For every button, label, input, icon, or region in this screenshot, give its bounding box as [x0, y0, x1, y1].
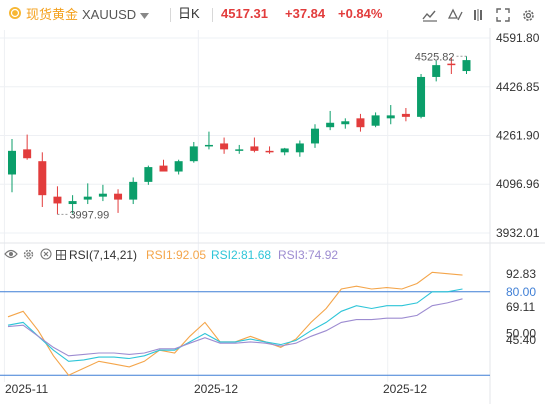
- chevron-down-icon: [140, 7, 150, 23]
- candle-body: [83, 196, 92, 200]
- rsi-line-rsi2: [7, 288, 463, 362]
- time-tick-label: 2025-11: [5, 382, 48, 396]
- rsi-tick-label: 92.83: [506, 267, 536, 281]
- candle-body: [144, 167, 153, 182]
- candlestick-series: 4525.82 3997.99: [8, 51, 471, 221]
- candle-body: [356, 118, 365, 128]
- price-axis: 4591.80 4426.85 4261.90 4096.96 3932.01: [496, 31, 540, 240]
- candle-body: [68, 201, 77, 205]
- candle-body: [265, 150, 274, 153]
- eye-icon[interactable]: [4, 248, 18, 263]
- gold-coin-icon: [8, 6, 22, 24]
- candle-body: [401, 113, 410, 117]
- undo-icon[interactable]: [444, 5, 466, 25]
- low-label: 3997.99: [69, 209, 109, 221]
- candle-body: [432, 65, 441, 77]
- brush-icon[interactable]: [419, 5, 441, 25]
- price-tick-label: 3932.01: [496, 226, 540, 240]
- settings-icon[interactable]: [22, 248, 35, 264]
- candle-body: [341, 121, 350, 125]
- indicator-name[interactable]: RSI(7,14,21): [56, 248, 137, 263]
- candle-body: [114, 193, 123, 200]
- rsi3-legend: RSI3:74.92: [278, 248, 339, 262]
- candle-body: [447, 63, 456, 66]
- price-tick-label: 4591.80: [496, 31, 540, 45]
- candle-body: [235, 149, 244, 151]
- candle-body: [8, 150, 16, 175]
- candle-body: [159, 165, 168, 172]
- fullscreen-icon[interactable]: [492, 5, 514, 25]
- pin-icon[interactable]: [467, 5, 489, 25]
- grid-icon: [56, 249, 66, 263]
- close-icon[interactable]: [40, 248, 52, 263]
- candle-body: [417, 76, 426, 117]
- candle-body: [204, 144, 213, 147]
- divider: [170, 8, 171, 22]
- price-tick-label: 4261.90: [496, 129, 540, 143]
- rsi-line-rsi1: [7, 271, 463, 376]
- rsi2-legend: RSI2:81.68: [211, 248, 272, 262]
- rsi-ref-label-bg: [494, 284, 542, 299]
- rsi-tick-label: 50.00: [506, 327, 536, 341]
- period-selector[interactable]: 日K: [178, 6, 200, 21]
- candle-body: [53, 196, 62, 204]
- rsi-tick-label: 45.40: [506, 333, 536, 347]
- rsi-tick-label: 80.00: [506, 285, 536, 299]
- time-axis: 2025-11 2025-12 2025-12: [5, 382, 427, 396]
- candle-body: [386, 115, 395, 119]
- symbol-name: 现货黄金: [26, 7, 79, 22]
- candle-body: [174, 161, 183, 172]
- candle-body: [38, 161, 47, 196]
- candle-body: [371, 115, 380, 126]
- time-tick-label: 2025-12: [194, 382, 238, 396]
- price-tick-label: 4426.85: [496, 80, 540, 94]
- chart-grid: [0, 28, 545, 404]
- candle-body: [280, 148, 289, 153]
- candle-body: [189, 146, 198, 162]
- divider: [212, 8, 213, 22]
- candle-body: [326, 122, 335, 128]
- rsi-line-rsi3: [7, 298, 463, 357]
- candle-body: [462, 60, 471, 72]
- candle-body: [295, 143, 304, 153]
- rsi-lines: [0, 271, 490, 376]
- last-price: 4517.31: [221, 6, 268, 21]
- candle-body: [98, 193, 107, 197]
- time-tick-label: 2025-12: [383, 382, 427, 396]
- settings-icon[interactable]: [517, 5, 539, 25]
- rsi1-legend: RSI1:92.05: [146, 248, 207, 262]
- rsi-title: RSI(7,14,21): [69, 248, 138, 262]
- candle-body: [311, 128, 319, 144]
- symbol-selector[interactable]: 现货黄金 XAUUSD: [8, 6, 150, 24]
- price-change: +37.84: [285, 6, 326, 21]
- candle-body: [23, 149, 32, 159]
- top-toolbar: 现货黄金 XAUUSD 日K 4517.31 +37.84 +0.84%: [0, 0, 545, 28]
- candle-body: [129, 181, 138, 200]
- candle-body: [250, 146, 259, 151]
- candle-body: [220, 143, 229, 150]
- rsi-tick-label: 69.11: [506, 300, 535, 314]
- price-change-percent: +0.84%: [338, 6, 383, 21]
- high-label: 4525.82: [415, 51, 455, 63]
- symbol-code: XAUUSD: [82, 7, 137, 22]
- price-tick-label: 4096.96: [496, 177, 540, 191]
